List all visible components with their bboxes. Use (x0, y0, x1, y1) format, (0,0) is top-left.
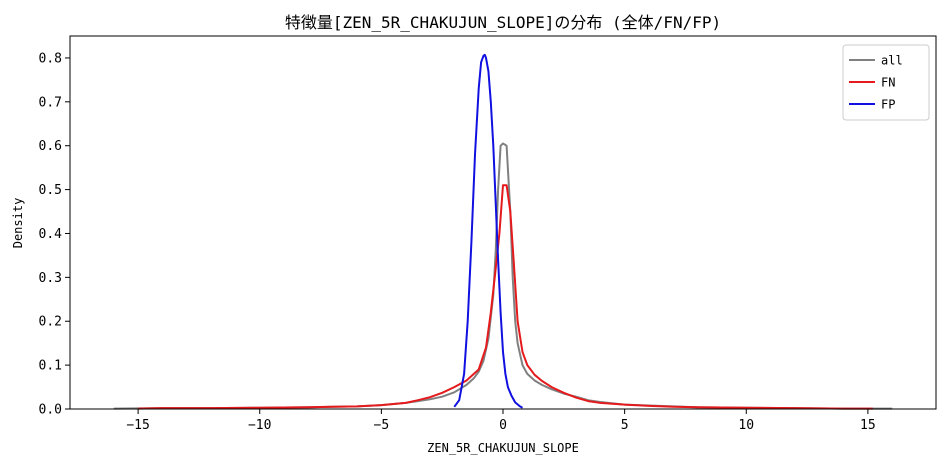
y-tick-label: 0.5 (39, 183, 62, 198)
legend-label-all: all (881, 54, 903, 68)
x-tick-label: −5 (374, 418, 390, 433)
legend-box (842, 44, 930, 121)
y-tick-label: 0.2 (39, 315, 62, 330)
x-axis-label: ZEN_5R_CHAKUJUN_SLOPE (427, 441, 579, 455)
x-tick-label: −10 (248, 418, 271, 433)
y-tick-label: 0.4 (39, 227, 63, 242)
x-tick-label: 15 (860, 418, 876, 433)
y-tick-label: 0.1 (39, 359, 62, 374)
legend-label-FN: FN (881, 76, 895, 90)
y-tick-label: 0.0 (39, 403, 62, 418)
x-tick-label: −15 (126, 418, 149, 433)
series-line-FP (453, 53, 523, 409)
y-tick-label: 0.3 (39, 271, 62, 286)
x-tick-label: 5 (621, 418, 629, 433)
plot-area: −15 −10 −5 0 5 10 15 0.0 0.1 0.2 0.3 0.4 0.5 0.6 0.7 0.… (39, 35, 937, 433)
y-tick-label: 0.8 (39, 51, 62, 66)
series-line-FN (138, 184, 873, 410)
legend: all FN FP (842, 44, 930, 121)
y-tick-label: 0.6 (39, 139, 62, 154)
legend-label-FP: FP (881, 98, 895, 112)
chart-title: 特徴量[ZEN_5R_CHAKUJUN_SLOPE]の分布 (全体/FN/FP) (285, 13, 721, 32)
y-axis-label: Density (11, 198, 25, 249)
x-tick-label: 0 (499, 418, 507, 433)
y-tick-label: 0.7 (39, 95, 62, 110)
x-tick-label: 10 (738, 418, 754, 433)
